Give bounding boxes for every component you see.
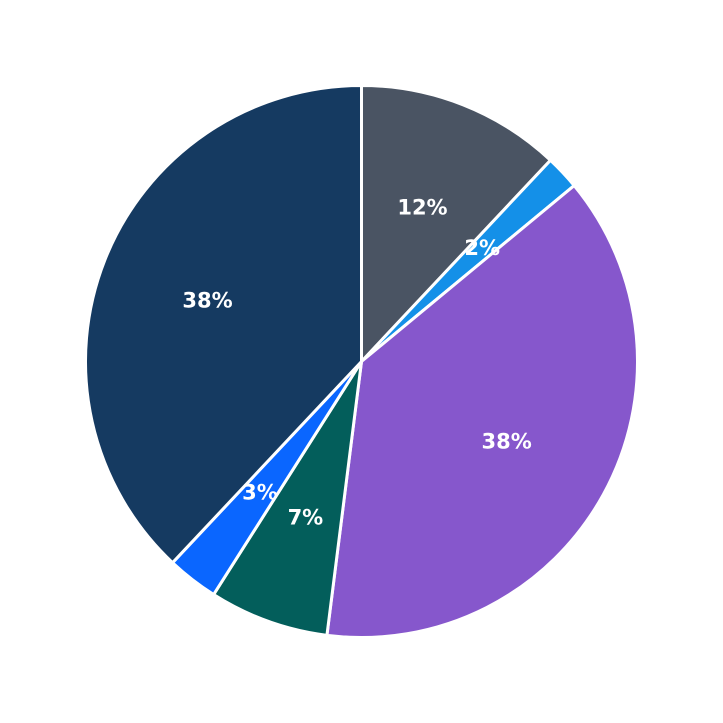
pie-slice-5 (84, 84, 363, 565)
pie-slice-label-0: 12% (397, 196, 447, 220)
pie-slice-label-5: 38% (182, 289, 232, 313)
pie-slice-label-1: 2% (464, 236, 500, 260)
pie-slice-label-3: 7% (288, 505, 324, 529)
slices-layer (84, 84, 639, 639)
pie-slice-3 (212, 360, 363, 637)
pie-slice-0 (360, 84, 552, 363)
pie-slice-label-2: 38% (481, 429, 531, 453)
labels-layer: 12% 2% 38% 7% 3% 38% (182, 196, 531, 530)
pie-slice-2 (325, 184, 639, 639)
pie-slice-label-4: 3% (242, 480, 278, 504)
